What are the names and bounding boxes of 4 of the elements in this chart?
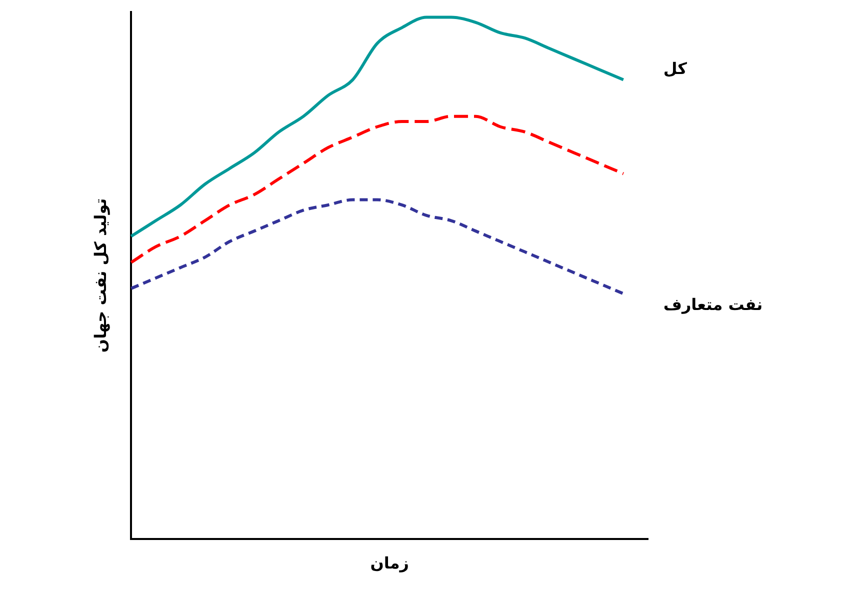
x-axis-title: زمان bbox=[370, 554, 409, 573]
text: کل bbox=[663, 58, 688, 78]
text: نفت متعارف bbox=[663, 294, 763, 314]
y-axis-title: تولید کل نفت جهان bbox=[90, 198, 110, 353]
